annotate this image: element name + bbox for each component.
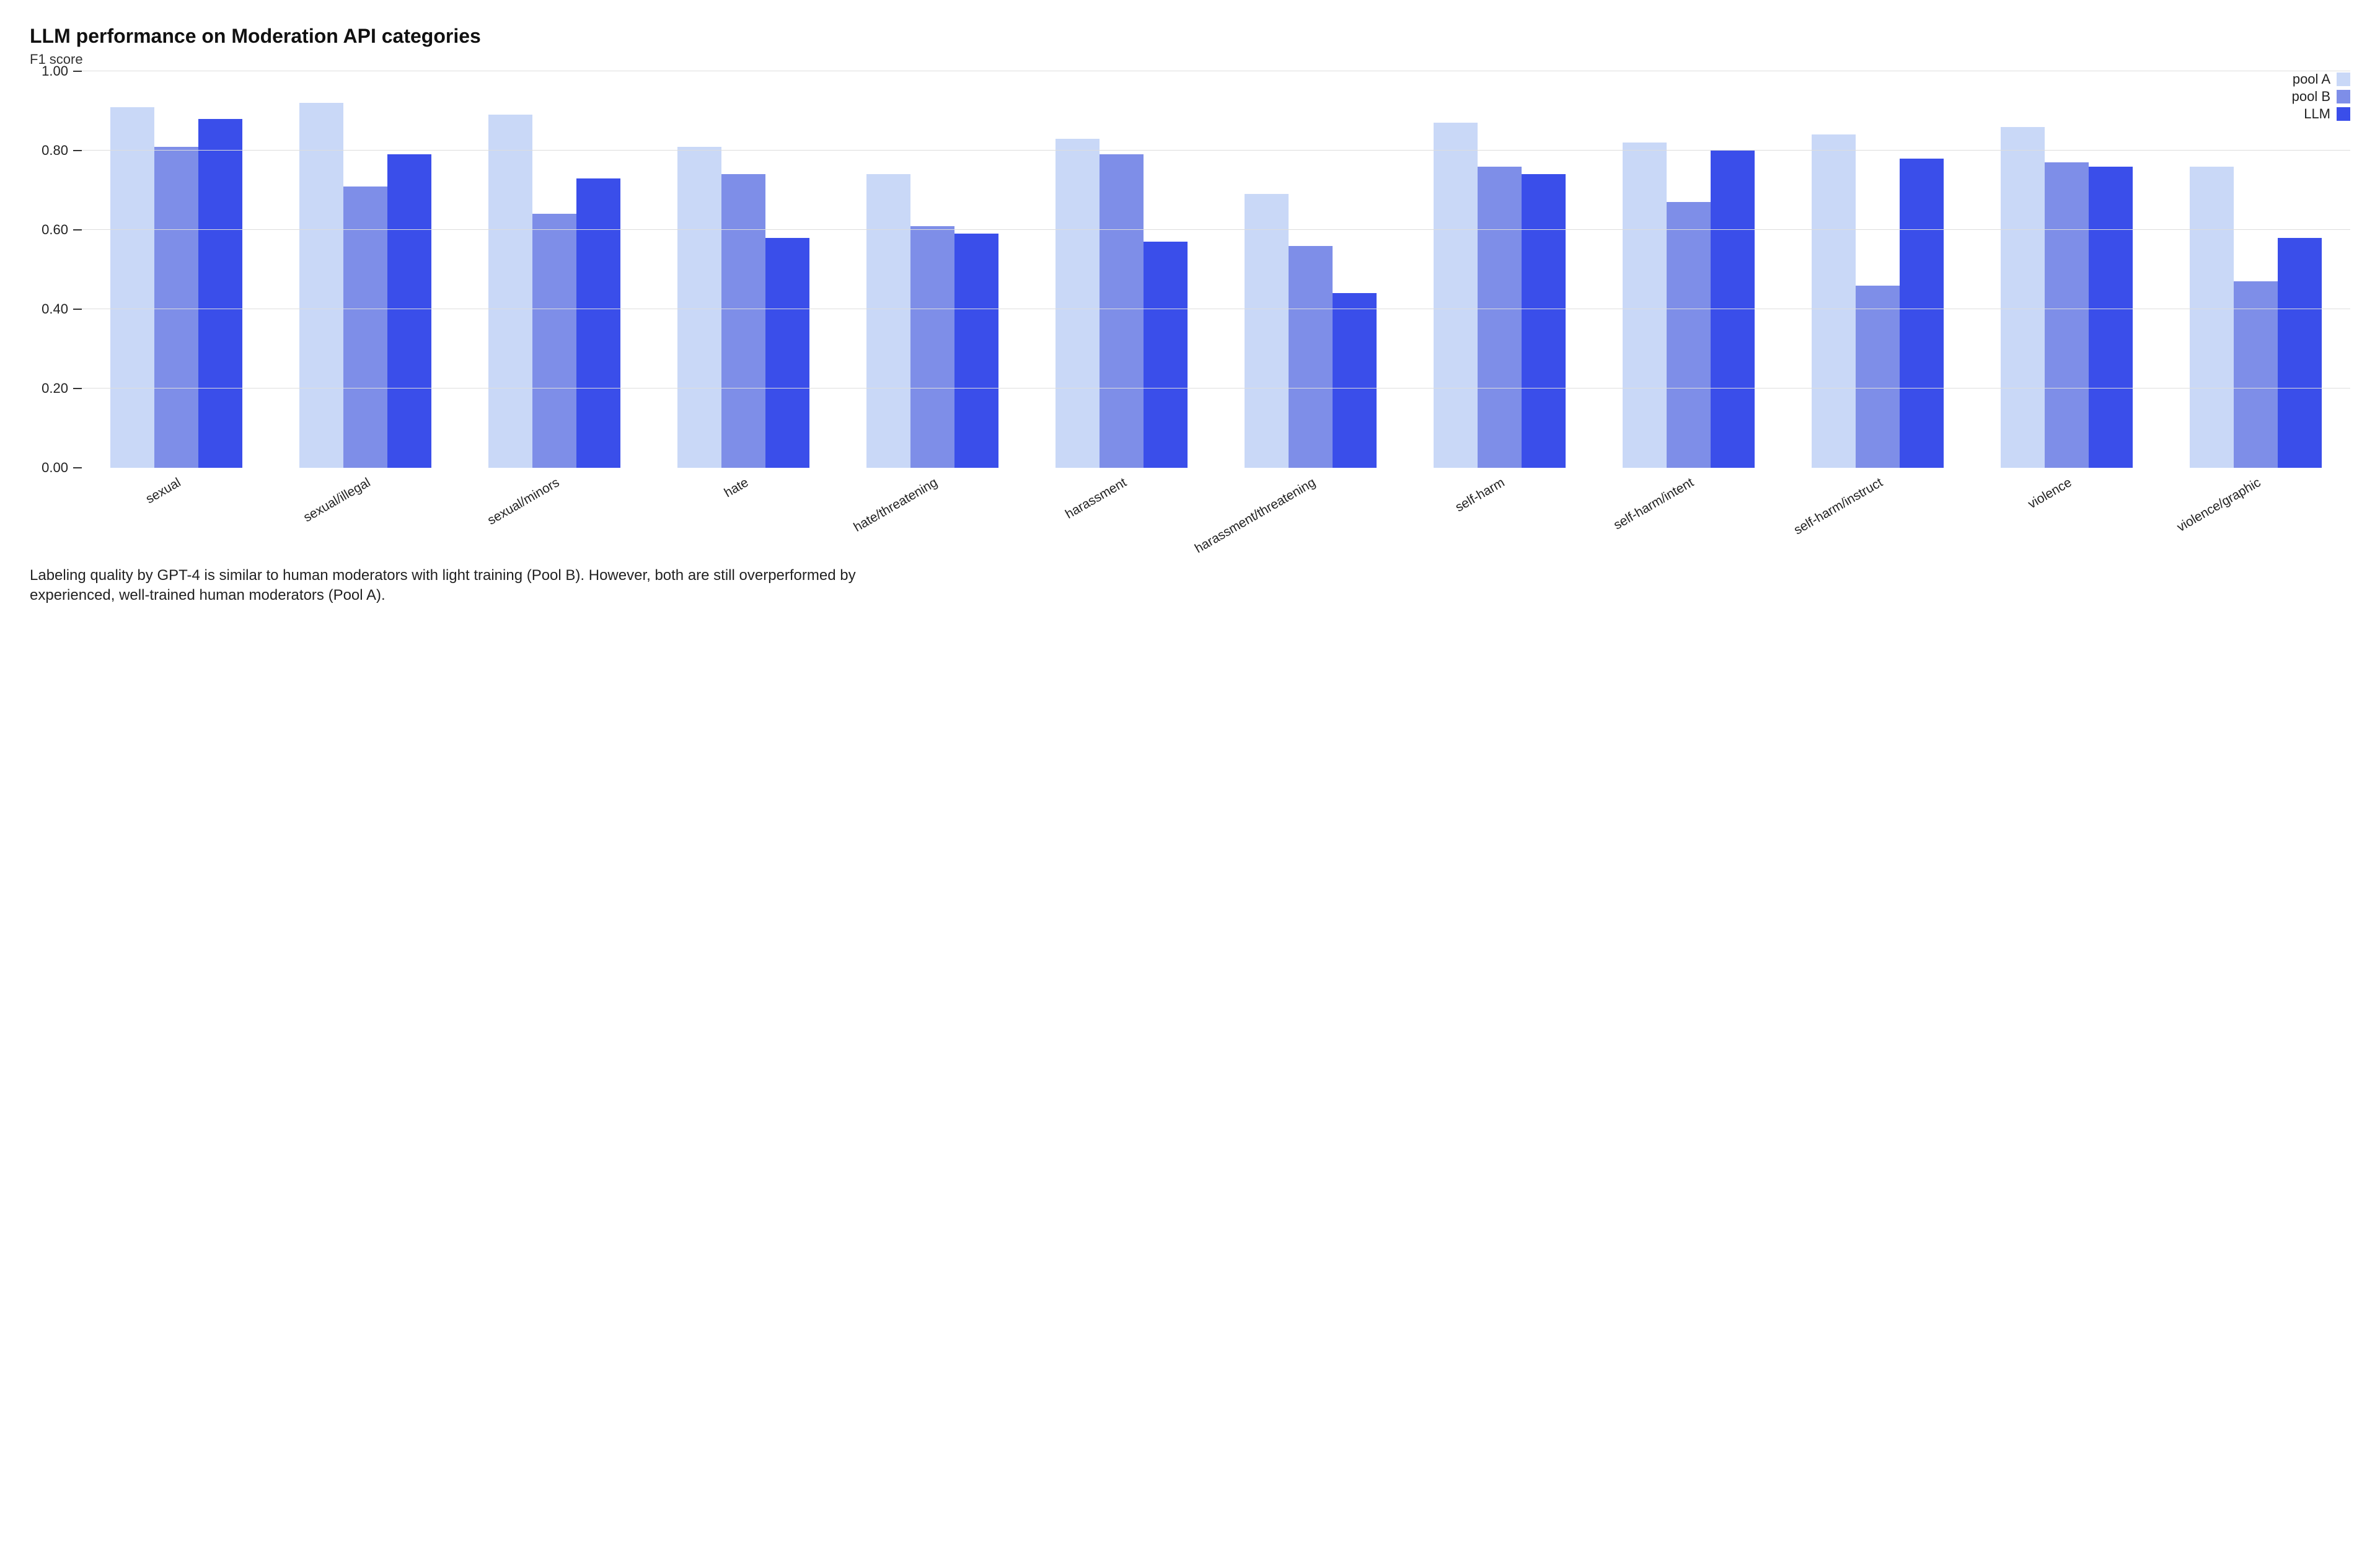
y-tick-label: 0.40 xyxy=(42,301,68,317)
chart-subtitle: F1 score xyxy=(30,51,2350,68)
y-tick: 0.60 xyxy=(42,222,82,238)
bars-layer xyxy=(82,71,2350,468)
bar xyxy=(532,214,576,468)
bar xyxy=(1856,286,1900,468)
chart-zone: pool Apool BLLM 0.000.200.400.600.801.00… xyxy=(30,71,2350,548)
bar xyxy=(721,174,765,468)
bar xyxy=(198,119,242,468)
bar xyxy=(2045,162,2089,468)
bar xyxy=(2190,167,2234,468)
y-tick-label: 0.60 xyxy=(42,222,68,238)
bar xyxy=(2001,127,2045,468)
y-tick-mark xyxy=(73,229,82,230)
bar xyxy=(299,103,343,468)
y-tick-mark xyxy=(73,150,82,151)
x-tick-label: harassment xyxy=(1062,475,1129,522)
gridline xyxy=(82,229,2350,230)
y-tick: 0.40 xyxy=(42,301,82,317)
bar xyxy=(1900,159,1944,468)
chart-title: LLM performance on Moderation API catego… xyxy=(30,25,2350,48)
x-tick-label: violence/graphic xyxy=(2174,475,2263,535)
x-tick-label: violence xyxy=(2025,475,2074,512)
bar xyxy=(677,147,721,468)
bar xyxy=(1522,174,1566,468)
bar xyxy=(154,147,198,468)
bar xyxy=(765,238,809,468)
plot-area xyxy=(82,71,2350,468)
y-tick: 0.20 xyxy=(42,380,82,397)
bar xyxy=(576,178,620,468)
bar xyxy=(1333,293,1377,468)
y-tick: 0.00 xyxy=(42,460,82,476)
x-tick-label: hate/threatening xyxy=(851,475,940,535)
bar xyxy=(954,234,998,468)
x-axis: sexual sexual/illegal sexual/minors hate hat… xyxy=(82,468,2350,548)
y-tick-label: 0.80 xyxy=(42,143,68,159)
y-axis: 0.000.200.400.600.801.00 xyxy=(30,71,82,468)
y-tick-mark xyxy=(73,71,82,72)
bar xyxy=(488,115,532,468)
x-tick-label: self-harm/intent xyxy=(1611,475,1696,533)
chart-container: LLM performance on Moderation API catego… xyxy=(0,0,2380,636)
bar xyxy=(343,187,387,468)
x-tick-label: hate xyxy=(721,475,751,501)
bar xyxy=(387,154,431,468)
bar xyxy=(1812,134,1856,468)
x-labels: sexual sexual/illegal sexual/minors hate hat… xyxy=(82,468,2350,548)
bar xyxy=(2278,238,2322,468)
y-tick-label: 0.00 xyxy=(42,460,68,476)
bar xyxy=(1434,123,1478,468)
y-tick-mark xyxy=(73,388,82,389)
x-tick-label: self-harm xyxy=(1453,475,1507,516)
y-tick: 0.80 xyxy=(42,143,82,159)
gridline xyxy=(82,150,2350,151)
x-tick-label: sexual/minors xyxy=(485,475,562,529)
y-tick-mark xyxy=(73,309,82,310)
x-tick-label: harassment/threatening xyxy=(1192,475,1318,556)
bar xyxy=(2234,281,2278,468)
bar xyxy=(1667,202,1711,468)
y-tick-label: 0.20 xyxy=(42,380,68,397)
y-tick-mark xyxy=(73,467,82,468)
x-tick-label: self-harm/instruct xyxy=(1791,475,1885,538)
bar xyxy=(1289,246,1333,468)
bar xyxy=(866,174,910,468)
x-tick-label: sexual/illegal xyxy=(301,475,372,525)
bar xyxy=(1623,143,1667,468)
x-tick-label: sexual xyxy=(144,475,184,507)
bar xyxy=(1144,242,1188,468)
plot: 0.000.200.400.600.801.00 xyxy=(30,71,2350,468)
chart-caption: Labeling quality by GPT-4 is similar to … xyxy=(30,566,897,606)
bar xyxy=(1245,194,1289,468)
bar xyxy=(1100,154,1144,468)
bar xyxy=(1056,139,1100,468)
bar xyxy=(110,107,154,468)
y-tick-label: 1.00 xyxy=(42,63,68,79)
bar xyxy=(1711,151,1755,468)
bar xyxy=(910,226,954,468)
bar xyxy=(1478,167,1522,468)
y-tick: 1.00 xyxy=(42,63,82,79)
chart-frame: pool Apool BLLM 0.000.200.400.600.801.00… xyxy=(30,71,2350,548)
bar xyxy=(2089,167,2133,468)
